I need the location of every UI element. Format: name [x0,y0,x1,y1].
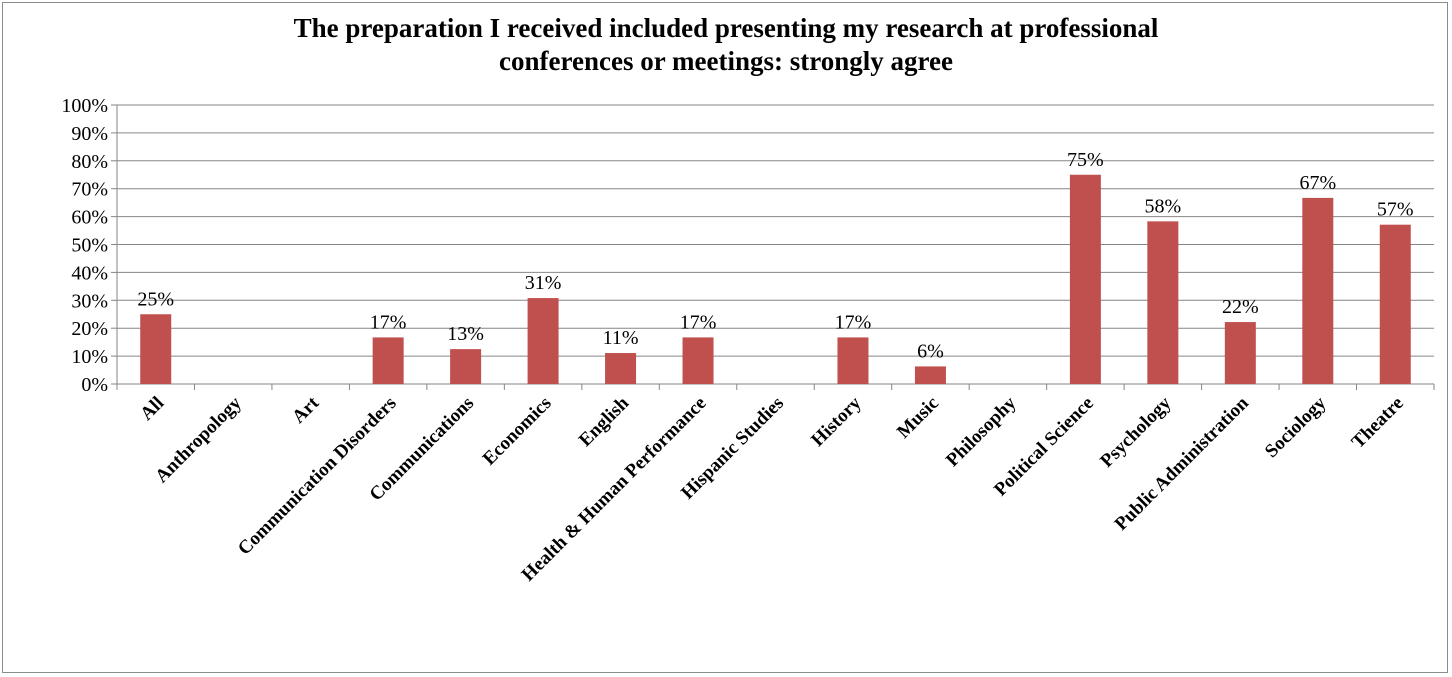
y-tick-label: 10% [71,346,108,368]
bar [372,337,404,384]
data-label: 31% [525,272,562,294]
chart-title-line-2: conferences or meetings: strongly agree [499,46,953,76]
y-tick-label: 50% [71,235,108,257]
data-label: 11% [603,327,639,349]
y-tick-label: 100% [61,95,108,117]
data-label: 13% [447,323,484,345]
bar [140,314,172,384]
y-tick-label: 90% [71,123,108,145]
x-tick-label: History [807,392,865,450]
y-tick-label: 70% [71,179,108,201]
y-tick-label: 20% [71,318,108,340]
data-label: 17% [835,311,872,333]
bar [1224,322,1256,384]
y-tick-label: 40% [71,262,108,284]
y-tick-label: 80% [71,151,108,173]
data-label: 17% [370,311,407,333]
data-label: 22% [1222,296,1259,318]
data-label: 57% [1377,199,1414,221]
bar [605,353,637,384]
x-tick-label: Sociology [1261,392,1331,462]
bar [1147,221,1179,384]
x-tick-label: Economics [479,393,556,470]
x-tick-label: Philosophy [942,392,1021,471]
bar [527,298,559,384]
y-tick-label: 60% [71,207,108,229]
data-label: 58% [1145,195,1182,217]
bar [450,349,482,384]
y-tick-label: 30% [71,290,108,312]
x-tick-label: Psychology [1096,392,1175,471]
y-tick-label: 0% [81,374,108,396]
x-tick-label: Communication Disorders [234,393,401,560]
data-label: 17% [680,311,717,333]
x-tick-label: English [575,392,633,450]
data-label: 75% [1067,149,1104,171]
data-label: 25% [137,288,174,310]
bar [1302,197,1334,384]
x-tick-label: All [136,393,168,425]
bar [837,337,869,384]
data-label: 67% [1299,172,1336,194]
x-tick-label: Art [288,392,323,427]
bar [914,366,946,384]
data-label: 6% [917,340,944,362]
chart-title: The preparation I received included pres… [0,12,1452,78]
bar [1379,224,1411,384]
x-tick-label: Public Administration [1111,392,1253,534]
x-tick-label: Theatre [1348,393,1408,453]
bar [1069,174,1101,384]
bar [682,337,714,384]
chart-title-line-1: The preparation I received included pres… [293,13,1159,43]
x-tick-label: Music [893,393,943,443]
